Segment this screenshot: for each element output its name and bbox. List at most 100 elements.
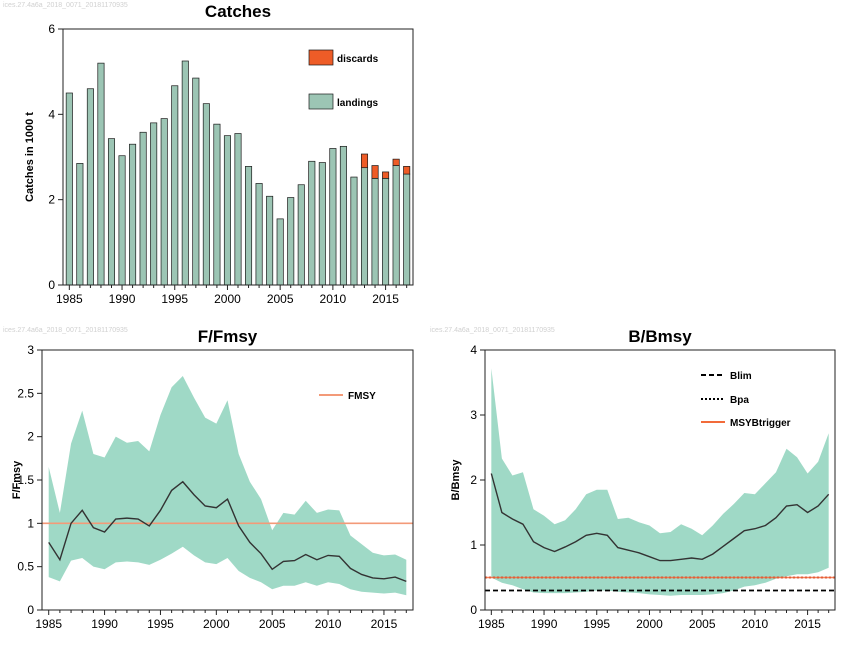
legend-landings-swatch [308,93,334,110]
legend-blim-label: Blim [730,371,752,382]
landings-bar-2013 [360,167,369,286]
bmsy-ytick-label-1: 1 [470,538,477,552]
catches-xtick-label-1990: 1990 [109,292,136,306]
landings-bar-2002 [245,166,253,286]
bmsy-xtick-label-2015: 2015 [794,617,821,631]
catches-title: Catches [205,2,271,21]
fmsy-estimate-line [48,480,407,583]
bmsy-confidence-band [491,368,829,596]
watermark-bmsy: ices.27.4a6a_2018_0071_20181170935 [430,327,555,334]
fmsy-xtick-label-1995: 1995 [147,617,174,631]
landings-bar-2017 [403,173,411,286]
landings-bar-2009 [318,162,326,286]
fmsy-title: F/Fmsy [198,327,258,346]
landings-bar-1996 [181,60,189,286]
landings-bar-2012 [350,176,358,286]
legend-bpa-label: Bpa [730,395,749,406]
catches-xtick-label-1995: 1995 [161,292,188,306]
catches-ylabel: Catches in 1000 t [24,112,36,202]
landings-bar-2010 [329,148,337,286]
legend-discards-swatch [308,49,334,66]
fmsy-xtick-label-2010: 2010 [315,617,342,631]
landings-bar-2007 [297,184,305,286]
fmsy-xtick-label-1990: 1990 [91,617,118,631]
landings-bar-1992 [139,131,147,286]
landings-bar-2016 [392,165,400,286]
catches-ytick-label-6: 6 [48,22,55,36]
landings-bar-1990 [118,155,126,286]
landings-bar-1991 [129,143,137,286]
landings-bar-2005 [276,218,284,286]
legend-msybtrigger-label: MSYBtrigger [730,418,791,429]
fmsy-ytick-label-0.5: 0.5 [17,560,34,574]
landings-bar-1997 [192,77,200,286]
landings-bar-2011 [339,145,347,286]
discards-bar-2016 [392,158,400,166]
landings-bar-1988 [97,62,105,286]
catches-xtick-label-2010: 2010 [320,292,347,306]
bmsy-chart: B/Bmsy B/Bmsy 0 1 2 3 4 1985 1990 1995 2000 2005 201… [450,327,836,631]
catches-xtick-label-1985: 1985 [56,292,83,306]
landings-bar-2008 [308,160,316,286]
bmsy-title: B/Bmsy [628,327,692,346]
fmsy-xtick-label-2015: 2015 [371,617,398,631]
catches-xtick-label-2000: 2000 [214,292,241,306]
catches-xtick-label-2015: 2015 [372,292,399,306]
bmsy-ytick-label-4: 4 [470,343,477,357]
discards-bar-2017 [403,166,411,175]
bmsy-xtick-label-1985: 1985 [478,617,505,631]
watermark-fmsy: ices.27.4a6a_2018_0071_20181170935 [3,327,128,334]
fmsy-ytick-label-0: 0 [27,603,34,617]
landings-bar-1993 [150,122,158,286]
landings-bar-1989 [107,138,116,286]
fmsy-xtick-label-2000: 2000 [203,617,230,631]
fmsy-xtick-label-1985: 1985 [35,617,62,631]
landings-bar-2001 [234,133,242,286]
bmsy-ylabel: B/Bmsy [450,459,462,501]
landings-bar-1986 [76,163,84,286]
landings-bar-1994 [160,118,168,286]
bmsy-ytick-label-0: 0 [470,603,477,617]
landings-bar-1998 [202,103,210,286]
discards-bar-2013 [360,153,369,169]
fmsy-chart: F/Fmsy F/Fmsy 0 0.5 1 1.5 2 2.5 3 1985 1990 1995 200… [11,327,414,631]
legend-fmsy-label: FMSY [348,391,376,402]
bmsy-ytick-label-3: 3 [470,408,477,422]
legend-discards-label: discards [337,54,379,65]
landings-bar-2000 [223,135,231,286]
discards-bar-2015 [382,171,390,179]
landings-bar-2014 [371,177,379,286]
fmsy-ytick-label-1.5: 1.5 [17,473,34,487]
catches-ytick-label-2: 2 [48,193,55,207]
landings-bar-1987 [86,88,94,286]
fmsy-xtick-label-2005: 2005 [259,617,286,631]
catches-ytick-label-4: 4 [48,107,55,121]
bmsy-xtick-label-2005: 2005 [689,617,716,631]
bmsy-xtick-label-2010: 2010 [742,617,769,631]
catches-chart: Catches Catches in 1000 t 0 2 4 6 1985 1990 1995… [24,2,414,306]
landings-bar-2015 [382,177,390,286]
bmsy-ytick-label-2: 2 [470,473,477,487]
watermark-catches: ices.27.4a6a_2018_0071_20181170935 [3,2,128,9]
bmsy-xtick-label-1990: 1990 [531,617,558,631]
bmsy-xtick-label-1995: 1995 [583,617,610,631]
discards-bar-2014 [371,165,379,179]
landings-bar-1985 [65,92,73,286]
bmsy-estimate-line [490,473,830,562]
landings-bar-1995 [171,85,179,286]
fmsy-ytick-label-1: 1 [27,516,34,530]
bmsy-xtick-label-2000: 2000 [636,617,663,631]
catches-ytick-label-0: 0 [48,278,55,292]
landings-bar-1999 [213,123,221,286]
landings-bar-2003 [255,183,263,286]
fmsy-ytick-label-3: 3 [27,343,34,357]
fmsy-ytick-label-2.5: 2.5 [17,386,34,400]
landings-bar-2006 [287,197,295,286]
catches-xtick-label-2005: 2005 [267,292,294,306]
legend-landings-label: landings [337,98,379,109]
landings-bar-2004 [266,195,274,286]
fmsy-ylabel: F/Fmsy [11,460,23,499]
fmsy-confidence-band [48,376,407,596]
fmsy-ytick-label-2: 2 [27,430,34,444]
